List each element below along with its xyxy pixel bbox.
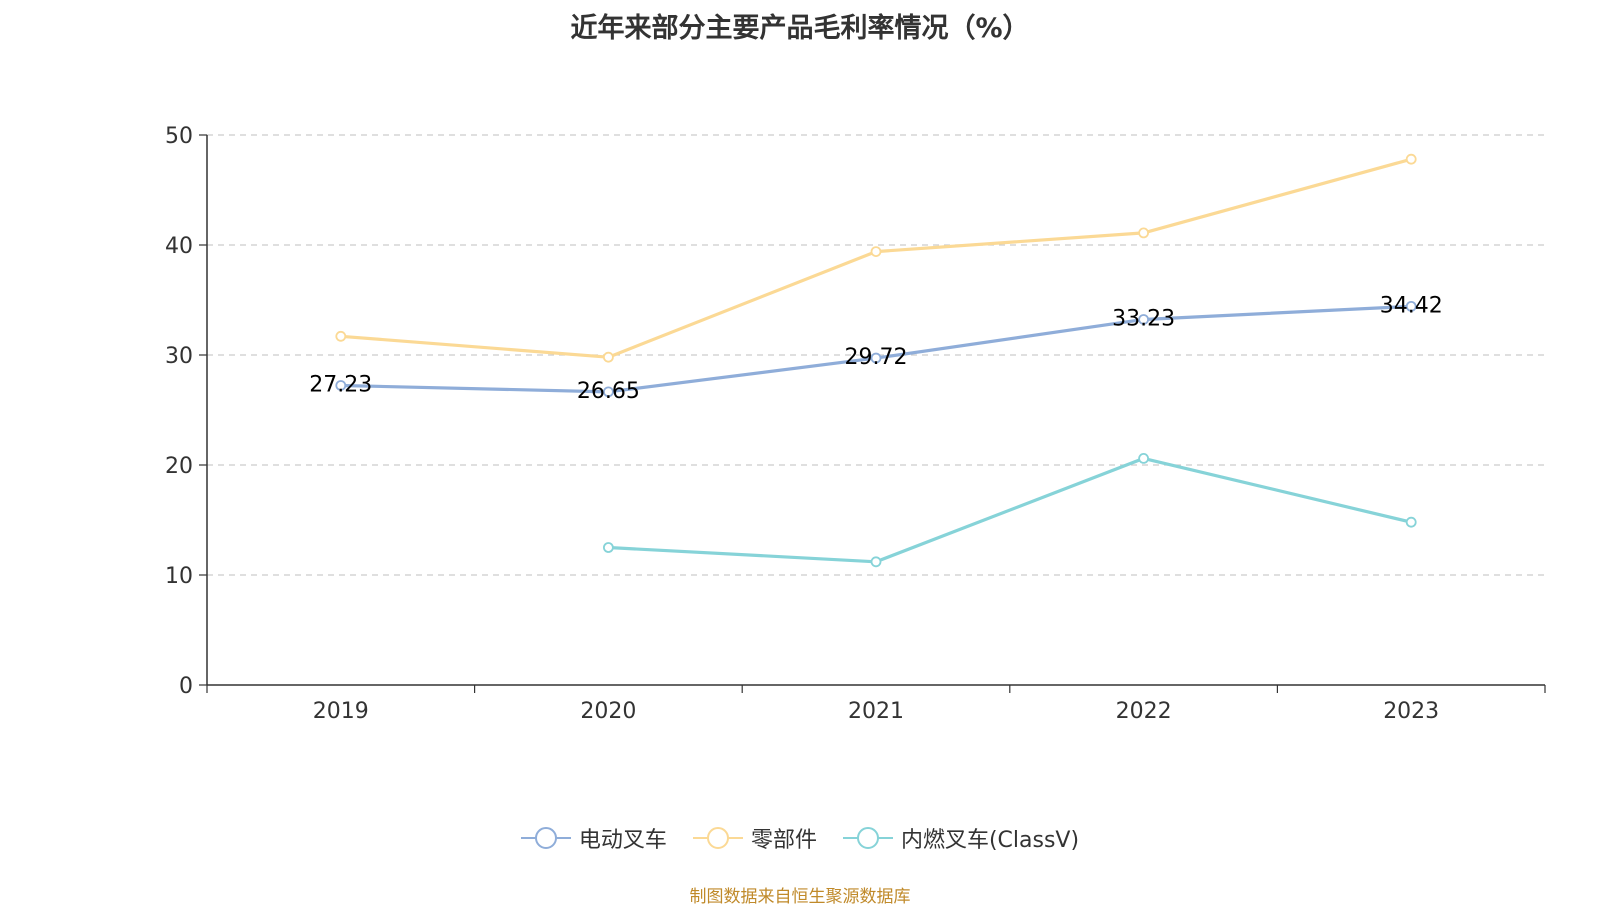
data-point — [870, 556, 882, 568]
grid-layer — [207, 134, 1545, 576]
legend-label: 内燃叉车(ClassV) — [900, 828, 1080, 853]
data-label: 29.72 — [845, 345, 908, 370]
data-label: 26.65 — [577, 379, 640, 404]
data-point — [1405, 300, 1417, 312]
data-label: 33.23 — [1112, 306, 1175, 331]
y-tick-label: 0 — [179, 674, 193, 699]
chart-title: 近年来部分主要产品毛利率情况（%） — [570, 13, 1030, 44]
axis-layer: 0 10 20 30 40 50 2019 2020 2021 2022 2023 — [165, 124, 1546, 724]
source-note: 制图数据来自恒生聚源数据库 — [689, 887, 911, 907]
series-line — [340, 157, 1412, 359]
legend-swatch-icon — [692, 827, 743, 849]
data-label: 34.42 — [1380, 293, 1443, 318]
legend-item[interactable]: 内燃叉车(ClassV) — [842, 822, 1080, 854]
x-tick-label: 2023 — [1383, 699, 1439, 724]
legend-item[interactable]: 电动叉车 — [520, 822, 667, 854]
y-tick-label: 20 — [165, 454, 193, 479]
x-tick-label: 2019 — [313, 699, 369, 724]
y-tick-label: 40 — [165, 234, 193, 259]
x-tick-label: 2021 — [848, 699, 904, 724]
series-line — [608, 456, 1412, 564]
data-point — [1405, 516, 1417, 528]
y-tick-label: 10 — [165, 564, 193, 589]
y-tick-label: 30 — [165, 344, 193, 369]
legend-label: 零部件 — [750, 828, 817, 853]
data-point — [603, 351, 614, 363]
data-point — [1138, 314, 1149, 325]
x-tick-label: 2022 — [1116, 699, 1172, 724]
y-tick-label: 50 — [165, 124, 193, 149]
data-point — [335, 330, 347, 342]
data-point — [603, 542, 614, 553]
legend-item[interactable]: 零部件 — [692, 822, 817, 854]
data-point — [1138, 452, 1149, 464]
series-layer — [335, 153, 1417, 568]
data-point — [870, 246, 882, 258]
legend: 电动叉车 零部件 内燃叉车(ClassV) — [0, 822, 1600, 854]
legend-swatch-icon — [842, 827, 893, 849]
data-point — [1138, 227, 1149, 239]
data-point — [1405, 153, 1417, 165]
data-point — [603, 386, 614, 398]
data-label: 27.23 — [309, 372, 372, 397]
x-tick-label: 2020 — [580, 699, 636, 724]
legend-swatch-icon — [520, 827, 571, 849]
data-point — [870, 352, 882, 364]
legend-label: 电动叉车 — [578, 828, 667, 853]
data-point — [335, 380, 347, 391]
data-label-layer: 27.23 26.65 29.72 33.23 34.42 — [309, 293, 1442, 403]
